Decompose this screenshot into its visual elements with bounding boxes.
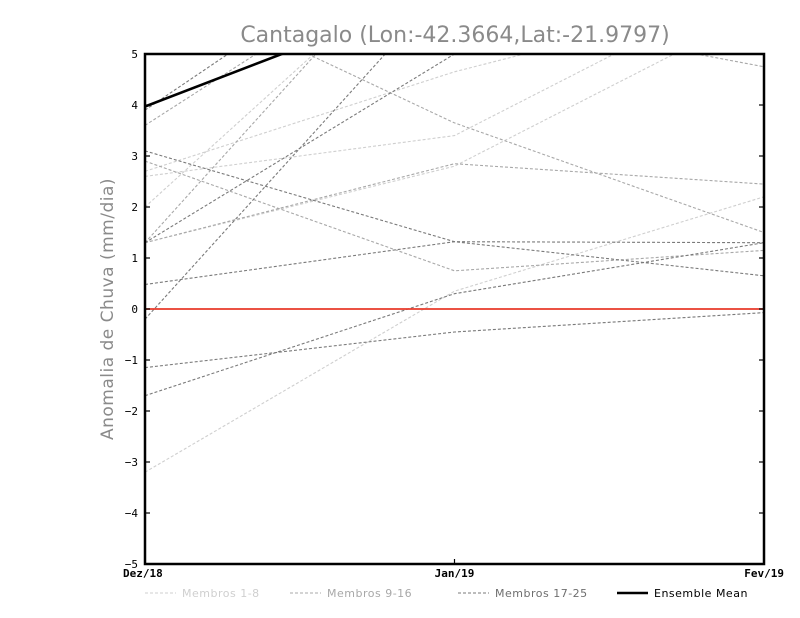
member-line-13 (145, 312, 764, 369)
legend: Membros 1-8 Membros 9-16 Membros 17-25 Ense… (145, 587, 748, 600)
member-line-14 (145, 241, 764, 286)
y-tick-label: 0 (131, 303, 138, 316)
y-tick-label: 1 (131, 252, 138, 265)
member-line-12 (145, 242, 764, 397)
y-tick-label: 2 (131, 201, 138, 214)
y-axis-ticks: −5 −4 −3 −2 −1 0 1 2 3 4 5 (125, 48, 764, 571)
y-tick-label: −1 (125, 354, 138, 367)
member-line-10 (306, 54, 764, 234)
x-tick-label: Fev/19 (744, 567, 784, 580)
ensemble-mean-line (145, 54, 286, 108)
x-tick-label: Dez/18 (123, 567, 163, 580)
legend-label: Membros 1-8 (182, 587, 260, 600)
series-layer (145, 54, 764, 473)
y-tick-label: −4 (125, 507, 139, 520)
member-line-9 (145, 54, 258, 126)
member-line-3 (145, 54, 616, 177)
chart-title: Cantagalo (Lon:-42.3664,Lat:-21.9797) (240, 23, 669, 48)
member-line-15 (145, 150, 764, 277)
legend-label: Ensemble Mean (654, 587, 748, 600)
member-line-2 (145, 54, 676, 244)
member-line-5 (145, 54, 527, 172)
member-line-8 (145, 163, 764, 244)
member-line-16 (145, 54, 456, 244)
legend-label: Membros 9-16 (327, 587, 412, 600)
y-tick-label: −5 (125, 558, 138, 571)
y-tick-label: −2 (125, 405, 138, 418)
member-line-7 (145, 160, 764, 272)
member-line-1 (145, 196, 764, 473)
y-tick-label: 4 (131, 99, 138, 112)
x-axis-ticks: Dez/18 Jan/19 Fev/19 (123, 559, 784, 580)
legend-label: Membros 17-25 (495, 587, 588, 600)
y-tick-label: −3 (125, 456, 138, 469)
y-tick-label: 3 (131, 150, 138, 163)
x-tick-label: Jan/19 (435, 567, 475, 580)
y-axis-label: Anomalia de Chuva (mm/dia) (98, 178, 118, 440)
y-tick-label: 5 (131, 48, 138, 61)
